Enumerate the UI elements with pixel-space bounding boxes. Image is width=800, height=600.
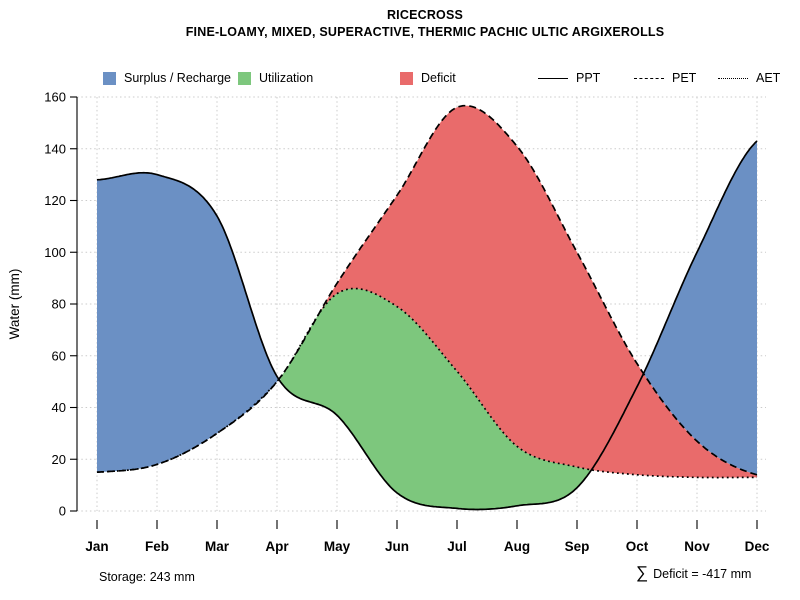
- series-lines: [96, 104, 758, 511]
- legend-label-surplus: Surplus / Recharge: [124, 71, 232, 85]
- svg-text:Feb: Feb: [145, 539, 169, 554]
- deficit-color-swatch: [400, 71, 413, 85]
- y-axis-label: Water (mm): [7, 269, 22, 340]
- svg-text:Mar: Mar: [205, 539, 230, 554]
- legend-item-pet: PET: [634, 71, 696, 85]
- svg-text:Jul: Jul: [447, 539, 467, 554]
- legend-label-deficit: Deficit: [421, 71, 456, 85]
- svg-text:40: 40: [52, 400, 66, 415]
- aet-line-sample: [718, 77, 748, 79]
- chart-title: RICECROSS: [386, 8, 464, 22]
- svg-text:May: May: [324, 539, 351, 554]
- svg-text:100: 100: [44, 245, 66, 260]
- chart-layers: 0 20 40 60 80 100 120 140 160 Jan Feb Mar Apr May Jun J…: [44, 90, 770, 555]
- chart-subtitle: FINE-LOAMY, MIXED, SUPERACTIVE, THERMIC …: [185, 25, 665, 39]
- svg-text:120: 120: [44, 193, 66, 208]
- svg-text:160: 160: [44, 90, 66, 105]
- ppt-line-sample: [538, 77, 568, 79]
- legend-item-deficit: Deficit: [400, 71, 456, 85]
- surplus-color-swatch: [103, 71, 116, 85]
- svg-text:Oct: Oct: [626, 539, 649, 554]
- svg-text:Jun: Jun: [385, 539, 409, 554]
- pet-line-sample: [634, 77, 664, 79]
- svg-text:Dec: Dec: [745, 539, 770, 554]
- svg-text:60: 60: [52, 348, 66, 363]
- legend-label-utilization: Utilization: [259, 71, 314, 85]
- legend-label-aet: AET: [756, 71, 781, 85]
- area-fills: [97, 105, 757, 510]
- deficit-sum-text: Deficit = -417 mm: [653, 567, 752, 581]
- legend-label-ppt: PPT: [576, 71, 601, 85]
- svg-text:Aug: Aug: [504, 539, 530, 554]
- axes: 0 20 40 60 80 100 120 140 160 Jan Feb Mar Apr May Jun J…: [44, 90, 770, 555]
- legend-item-aet: AET: [718, 71, 780, 85]
- svg-text:140: 140: [44, 141, 66, 156]
- legend-label-pet: PET: [672, 71, 697, 85]
- deficit-sum-annotation: ∑ Deficit = -417 mm: [636, 564, 751, 581]
- legend-item-utilization: Utilization: [238, 71, 313, 85]
- legend-item-surplus: Surplus / Recharge: [103, 71, 231, 85]
- svg-text:Jan: Jan: [85, 539, 108, 554]
- sigma-symbol: ∑: [636, 563, 649, 582]
- svg-text:Apr: Apr: [265, 539, 289, 554]
- svg-text:Sep: Sep: [565, 539, 590, 554]
- svg-text:80: 80: [52, 297, 66, 312]
- utilization-color-swatch: [238, 71, 251, 85]
- svg-text:0: 0: [59, 504, 66, 519]
- storage-annotation: Storage: 243 mm: [99, 570, 195, 584]
- svg-text:20: 20: [52, 452, 66, 467]
- svg-text:Nov: Nov: [684, 539, 710, 554]
- legend-item-ppt: PPT: [538, 71, 600, 85]
